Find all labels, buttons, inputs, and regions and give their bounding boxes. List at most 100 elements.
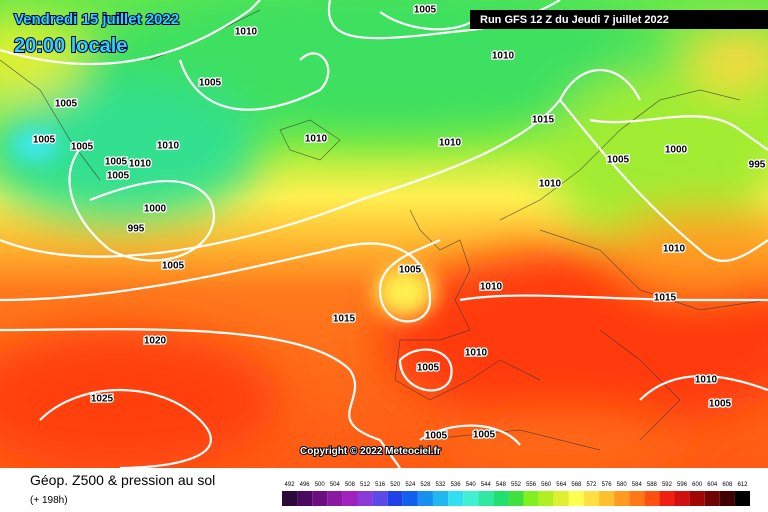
colorbar-swatch xyxy=(599,491,615,506)
isobar-label: 1000 xyxy=(665,145,688,156)
colorbar-label: 504 xyxy=(330,482,341,488)
colorbar: 492 496 500 504 508 512 516 520 524 528 532 536 540 5… xyxy=(282,482,750,506)
colorbar-label: 592 xyxy=(662,482,673,488)
colorbar-label: 556 xyxy=(526,482,537,488)
isobar-label: 1005 xyxy=(417,363,440,374)
isobar-label: 1005 xyxy=(709,399,732,410)
isobar-label: 1005 xyxy=(399,265,422,276)
colorbar-label: 568 xyxy=(571,482,582,488)
colorbar-label: 552 xyxy=(511,482,522,488)
isobar-label: 1010 xyxy=(539,179,562,190)
colorbar-label: 520 xyxy=(390,482,401,488)
colorbar-label: 516 xyxy=(375,482,386,488)
time: 20:00 locale xyxy=(14,35,127,57)
colorbar-label: 540 xyxy=(466,482,477,488)
colorbar-label: 492 xyxy=(285,482,296,488)
colorbar-swatch xyxy=(478,491,494,506)
isobar-label: 1005 xyxy=(425,431,448,442)
colorbar-swatch xyxy=(734,491,750,506)
colorbar-swatch xyxy=(719,491,735,506)
colorbar-label: 496 xyxy=(300,482,311,488)
colorbar-swatch xyxy=(629,491,645,506)
colorbar-label: 548 xyxy=(496,482,507,488)
isobar-label: 1010 xyxy=(492,51,515,62)
colorbar-label: 608 xyxy=(722,482,733,488)
isobar-label: 1010 xyxy=(663,244,686,255)
isobar-label: 1010 xyxy=(695,375,718,386)
colorbar-swatch xyxy=(493,491,509,506)
isobar-label: 1015 xyxy=(654,293,677,304)
colorbar-label: 596 xyxy=(677,482,688,488)
isobar-label: 1005 xyxy=(473,430,496,441)
colorbar-label: 564 xyxy=(556,482,567,488)
isobar-label: 1010 xyxy=(235,27,258,38)
colorbar-label: 532 xyxy=(436,482,447,488)
colorbar-swatch xyxy=(644,491,660,506)
isobar-label: 1010 xyxy=(439,138,462,149)
isobar-label: 1005 xyxy=(71,142,94,153)
colorbar-swatch xyxy=(689,491,705,506)
colorbar-swatch xyxy=(432,491,449,506)
colorbar-label: 508 xyxy=(345,482,356,488)
isobar-label: 1005 xyxy=(162,261,185,272)
isobar-label: 1005 xyxy=(414,5,437,16)
colorbar-swatch xyxy=(538,491,554,506)
date: Vendredi 15 juillet 2022 xyxy=(14,11,179,28)
colorbar-label: 600 xyxy=(692,482,703,488)
colorbar-swatch xyxy=(402,491,418,506)
colorbar-label: 580 xyxy=(617,482,628,488)
colorbar-swatch xyxy=(614,491,630,506)
isobar-label: 1010 xyxy=(465,348,488,359)
colorbar-swatch xyxy=(659,491,675,506)
isobar-label: 995 xyxy=(128,224,145,235)
isobar-label: 1010 xyxy=(480,282,503,293)
isobar-label: 1015 xyxy=(333,314,356,325)
isobar-label: 1005 xyxy=(105,157,128,168)
run-info: Run GFS 12 Z du Jeudi 7 juillet 2022 xyxy=(480,14,669,26)
isobar-label: 1020 xyxy=(144,336,167,347)
colorbar-swatch xyxy=(448,491,464,506)
colorbar-swatch xyxy=(523,491,539,506)
colorbar-label: 588 xyxy=(647,482,658,488)
colorbar-swatch xyxy=(583,491,600,506)
colorbar-label: 536 xyxy=(451,482,462,488)
footer-title: Géop. Z500 & pression au sol xyxy=(30,472,215,488)
isobar-label: 1010 xyxy=(305,134,328,145)
colorbar-swatch xyxy=(297,491,313,506)
colorbar-swatch xyxy=(387,491,403,506)
colorbar-swatch xyxy=(327,491,343,506)
colorbar-swatch xyxy=(674,491,690,506)
isobar-label: 1005 xyxy=(107,171,130,182)
isobar-label: 1015 xyxy=(532,115,555,126)
colorbar-label: 528 xyxy=(420,482,431,488)
colorbar-swatch xyxy=(372,491,388,506)
colorbar-swatch xyxy=(417,491,433,506)
isobar-label: 1010 xyxy=(157,141,180,152)
colorbar-label: 584 xyxy=(632,482,643,488)
isobar-label: 1000 xyxy=(144,204,167,215)
colorbar-swatch xyxy=(553,491,569,506)
isobar-label: 1010 xyxy=(129,159,152,170)
colorbar-swatch xyxy=(704,491,720,506)
colorbar-swatch xyxy=(357,491,373,506)
colorbar-label: 512 xyxy=(360,482,371,488)
colorbar-swatch xyxy=(312,491,328,506)
footer-lead: (+ 198h) xyxy=(30,495,68,506)
colorbar-label: 572 xyxy=(586,482,597,488)
colorbar-label: 544 xyxy=(481,482,492,488)
colorbar-swatch xyxy=(342,491,358,506)
isobar-label: 1005 xyxy=(199,78,222,89)
isobar-label: 1005 xyxy=(55,99,78,110)
colorbar-label: 612 xyxy=(737,482,748,488)
isobar-label: 1005 xyxy=(33,135,56,146)
colorbar-label: 576 xyxy=(602,482,613,488)
map-field xyxy=(0,0,768,470)
colorbar-label: 500 xyxy=(315,482,326,488)
colorbar-swatch xyxy=(463,491,479,506)
isobar-label: 1005 xyxy=(607,155,630,166)
colorbar-swatch xyxy=(508,491,524,506)
isobar-label: 1025 xyxy=(91,394,114,405)
colorbar-swatch xyxy=(568,491,584,506)
